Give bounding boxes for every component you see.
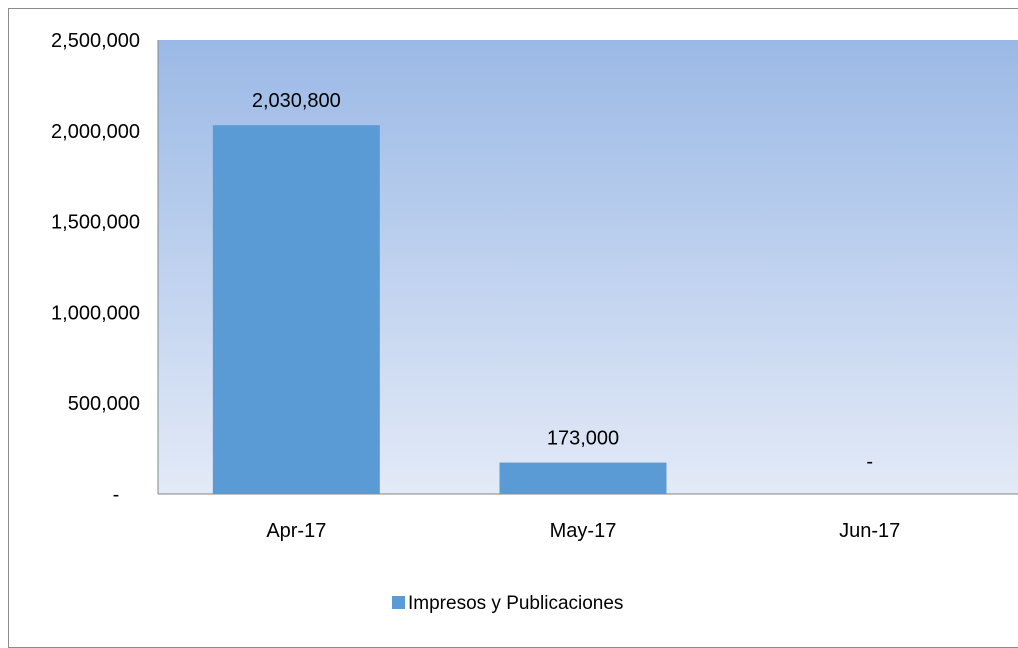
legend-swatch — [392, 596, 405, 609]
x-tick-label: Apr-17 — [266, 520, 326, 542]
y-tick-label: 2,500,000 — [51, 30, 140, 52]
data-label: 2,030,800 — [252, 90, 341, 112]
y-axis-tick-labels: - 500,000 1,000,000 1,500,000 2,000,000 2,500… — [51, 30, 140, 506]
bar-may-17[interactable] — [499, 462, 667, 494]
y-tick-label: - — [113, 484, 120, 506]
data-label: 173,000 — [547, 428, 619, 450]
data-labels: 2,030,800 173,000 - — [252, 90, 873, 473]
y-tick-label: 1,000,000 — [51, 302, 140, 324]
x-tick-label: Jun-17 — [839, 520, 900, 542]
y-tick-label: 1,500,000 — [51, 212, 140, 234]
legend[interactable]: Impresos y Publicaciones — [392, 593, 623, 614]
legend-label: Impresos y Publicaciones — [408, 593, 623, 614]
y-tick-label: 2,000,000 — [51, 121, 140, 143]
x-axis-category-labels: Apr-17 May-17 Jun-17 — [266, 520, 900, 542]
bar-apr-17[interactable] — [212, 125, 380, 494]
bar-chart: - 500,000 1,000,000 1,500,000 2,000,000 2,500… — [51, 30, 1018, 614]
bar-series — [212, 125, 667, 494]
x-tick-label: May-17 — [550, 520, 617, 542]
y-tick-label: 500,000 — [68, 393, 140, 415]
data-label: - — [866, 451, 873, 473]
